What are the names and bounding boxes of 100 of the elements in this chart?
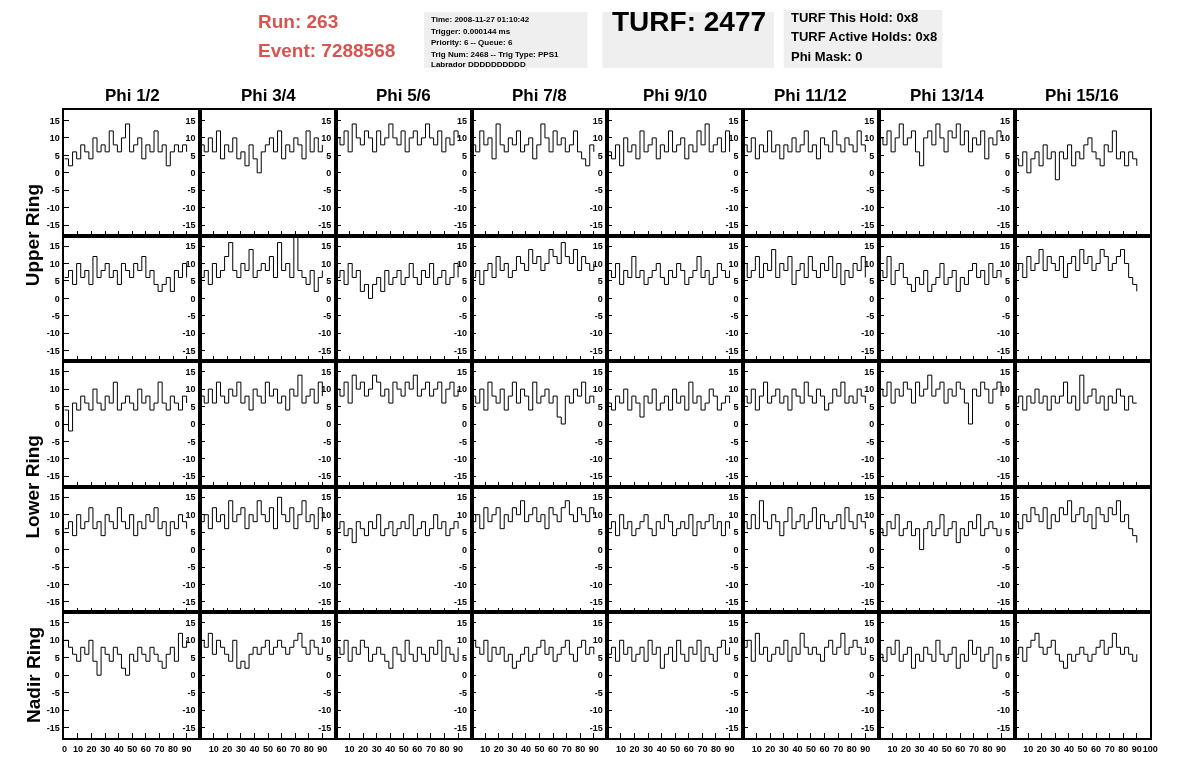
y-tick-label: -15 bbox=[861, 345, 875, 356]
y-tick-label: 5 bbox=[869, 150, 875, 161]
y-tick-label: 0 bbox=[54, 544, 60, 555]
y-tick-label: 15 bbox=[185, 366, 196, 377]
y-tick-label: 0 bbox=[1005, 544, 1011, 555]
y-tick-label: -5 bbox=[51, 562, 60, 573]
y-tick-label: 0 bbox=[869, 544, 875, 555]
y-tick-label: -10 bbox=[861, 202, 875, 213]
y-tick-label: -10 bbox=[318, 705, 332, 716]
y-tick-label: -10 bbox=[182, 705, 196, 716]
y-tick-label: 10 bbox=[321, 258, 332, 269]
y-tick-label: 10 bbox=[728, 384, 739, 395]
x-tick-label: 80 bbox=[439, 743, 450, 754]
y-tick-label: 5 bbox=[733, 401, 739, 412]
y-tick-label: 5 bbox=[1005, 652, 1011, 663]
y-tick-label: 15 bbox=[1000, 366, 1011, 377]
chart-title: Phi 15/16 bbox=[1045, 86, 1119, 105]
y-tick-label: 5 bbox=[597, 401, 603, 412]
y-tick-label: -10 bbox=[861, 705, 875, 716]
y-tick-label: -5 bbox=[1002, 562, 1011, 573]
text: TURF Active Holds: 0x8 bbox=[791, 29, 938, 44]
text: Labrador DDDDDDDDDD bbox=[431, 60, 526, 69]
y-tick-label: -15 bbox=[454, 597, 468, 608]
y-tick-label: -15 bbox=[997, 345, 1011, 356]
x-tick-label: 40 bbox=[792, 743, 803, 754]
y-tick-label: 15 bbox=[185, 492, 196, 503]
chart-title: Phi 13/14 bbox=[910, 86, 985, 105]
y-tick-label: -10 bbox=[589, 579, 603, 590]
y-tick-label: 0 bbox=[597, 544, 603, 555]
y-tick-label: 15 bbox=[185, 241, 196, 252]
y-tick-label: -5 bbox=[323, 436, 332, 447]
y-tick-label: -15 bbox=[997, 597, 1011, 608]
y-tick-label: -15 bbox=[725, 345, 739, 356]
y-tick-label: 10 bbox=[457, 384, 468, 395]
y-tick-label: 0 bbox=[326, 670, 332, 681]
y-tick-label: -10 bbox=[454, 454, 468, 465]
y-tick-label: -15 bbox=[997, 220, 1011, 231]
x-tick-label: 60 bbox=[1091, 743, 1102, 754]
y-tick-label: 10 bbox=[49, 509, 60, 520]
y-tick-label: 0 bbox=[54, 670, 60, 681]
y-tick-label: 10 bbox=[728, 635, 739, 646]
y-tick-label: 10 bbox=[592, 509, 603, 520]
y-tick-label: 5 bbox=[54, 527, 60, 538]
x-tick-label: 30 bbox=[100, 743, 111, 754]
y-tick-label: 5 bbox=[1005, 276, 1011, 287]
y-tick-label: -10 bbox=[861, 328, 875, 339]
text: Trigger: 0.000144 ms bbox=[431, 27, 511, 36]
y-tick-label: -15 bbox=[182, 597, 196, 608]
x-tick-label: 10 bbox=[751, 743, 762, 754]
y-tick-label: -15 bbox=[861, 471, 875, 482]
text: Phi Mask: 0 bbox=[791, 49, 863, 64]
y-tick-label: -10 bbox=[725, 328, 739, 339]
y-tick-label: 5 bbox=[54, 276, 60, 287]
y-tick-label: 5 bbox=[462, 401, 468, 412]
y-tick-label: 0 bbox=[869, 419, 875, 430]
y-tick-label: -10 bbox=[454, 705, 468, 716]
y-tick-label: 10 bbox=[592, 384, 603, 395]
y-tick-label: 5 bbox=[326, 276, 332, 287]
y-tick-label: 0 bbox=[869, 167, 875, 178]
y-tick-label: -15 bbox=[589, 597, 603, 608]
y-tick-label: 10 bbox=[864, 635, 875, 646]
y-tick-label: -5 bbox=[866, 436, 875, 447]
y-tick-label: 5 bbox=[869, 652, 875, 663]
y-tick-label: -5 bbox=[594, 436, 603, 447]
x-tick-label: 30 bbox=[371, 743, 382, 754]
x-tick-label: 50 bbox=[805, 743, 817, 754]
y-tick-label: -5 bbox=[51, 185, 60, 196]
x-tick-label: 20 bbox=[358, 743, 369, 754]
y-tick-label: -10 bbox=[997, 579, 1011, 590]
y-tick-label: 5 bbox=[54, 652, 60, 663]
x-tick-label: 20 bbox=[1036, 743, 1047, 754]
y-tick-label: 0 bbox=[190, 293, 196, 304]
y-tick-label: 10 bbox=[457, 133, 468, 144]
y-tick-label: -5 bbox=[323, 185, 332, 196]
y-tick-label: -5 bbox=[187, 687, 196, 698]
y-tick-label: 15 bbox=[49, 115, 60, 126]
x-tick-label: 80 bbox=[710, 743, 721, 754]
y-tick-label: 10 bbox=[864, 133, 875, 144]
y-tick-label: 10 bbox=[49, 133, 60, 144]
x-tick-label: 40 bbox=[1063, 743, 1074, 754]
y-tick-label: -5 bbox=[866, 562, 875, 573]
y-tick-label: 5 bbox=[462, 527, 468, 538]
x-tick-label: 30 bbox=[507, 743, 518, 754]
y-tick-label: 15 bbox=[592, 492, 603, 503]
y-tick-label: 10 bbox=[185, 635, 196, 646]
y-tick-label: -10 bbox=[997, 328, 1011, 339]
y-tick-label: 15 bbox=[457, 492, 468, 503]
y-tick-label: -10 bbox=[861, 454, 875, 465]
x-tick-label: 70 bbox=[833, 743, 844, 754]
y-tick-label: 5 bbox=[190, 150, 196, 161]
y-tick-label: 10 bbox=[1000, 509, 1011, 520]
y-tick-label: 0 bbox=[733, 670, 739, 681]
y-tick-label: -15 bbox=[589, 722, 603, 733]
y-tick-label: -15 bbox=[997, 471, 1011, 482]
y-tick-label: -5 bbox=[594, 562, 603, 573]
y-tick-label: -10 bbox=[997, 202, 1011, 213]
x-tick-label: 50 bbox=[127, 743, 138, 754]
y-tick-label: -15 bbox=[589, 220, 603, 231]
y-tick-label: 10 bbox=[49, 258, 60, 269]
x-tick-label: 100 bbox=[1142, 743, 1158, 754]
